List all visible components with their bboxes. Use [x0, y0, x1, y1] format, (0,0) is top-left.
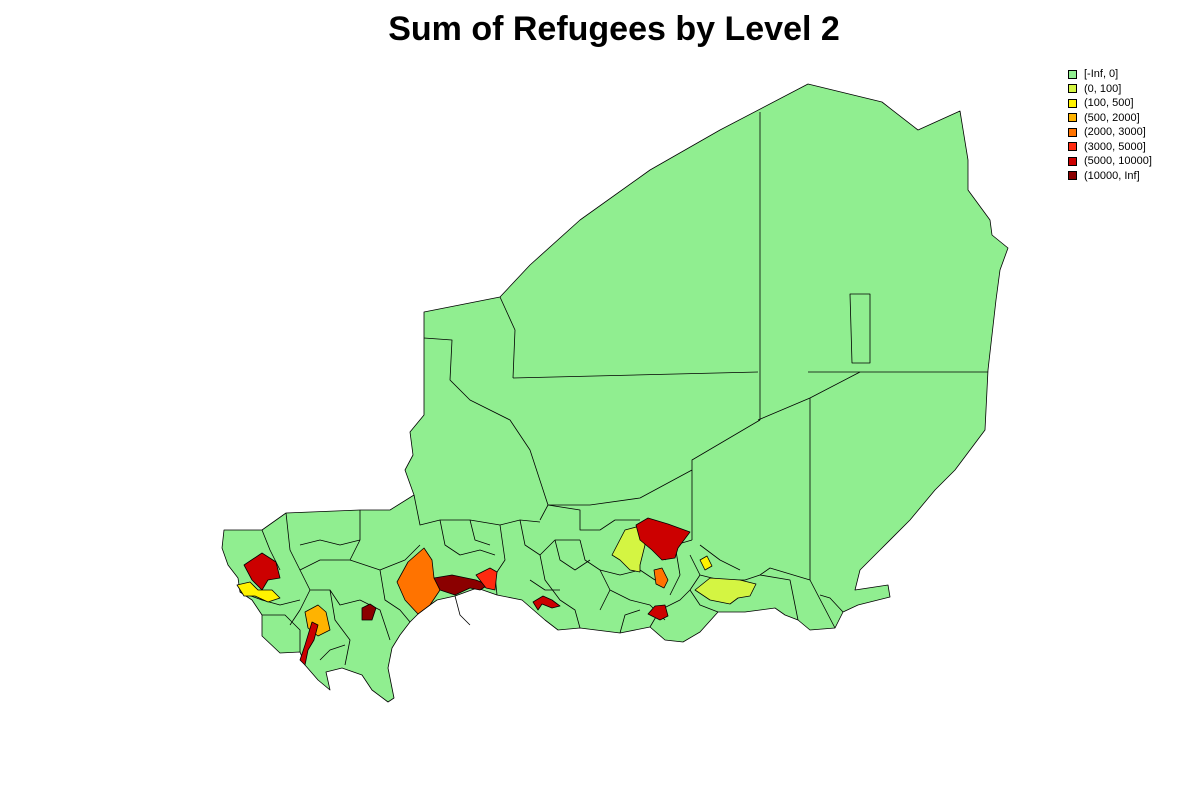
- admin-borders: [239, 112, 988, 666]
- district-5000-10000-e: [647, 604, 669, 621]
- legend-item: (100, 500]: [1068, 96, 1152, 111]
- country-outline: [221, 83, 1009, 703]
- legend-swatch: [1068, 142, 1077, 152]
- legend-item: (2000, 3000]: [1068, 125, 1152, 140]
- district-5000-10000-a: [243, 552, 281, 591]
- map-legend: [-Inf, 0] (0, 100] (100, 500] (500, 2000] (2…: [1068, 67, 1152, 183]
- district-10000-inf-b: [433, 574, 489, 596]
- legend-swatch: [1068, 84, 1077, 94]
- legend-label: (10000, Inf]: [1084, 169, 1140, 182]
- legend-swatch: [1068, 127, 1077, 137]
- legend-swatch: [1068, 113, 1077, 123]
- legend-swatch: [1068, 156, 1077, 166]
- legend-swatch: [1068, 69, 1077, 79]
- legend-swatch: [1068, 98, 1077, 108]
- legend-label: (500, 2000]: [1084, 111, 1140, 124]
- district-100-500-b: [699, 555, 713, 571]
- district-100-500-a: [236, 581, 281, 603]
- district-0-100-b: [694, 577, 757, 605]
- legend-label: (100, 500]: [1084, 97, 1134, 110]
- legend-label: [-Inf, 0]: [1084, 68, 1119, 81]
- legend-item: [-Inf, 0]: [1068, 67, 1152, 82]
- legend-label: (5000, 10000]: [1084, 155, 1152, 168]
- district-5000-10000-d: [635, 517, 691, 561]
- district-0-100-a: [611, 525, 646, 573]
- district-10000-inf-a: [361, 603, 377, 621]
- legend-swatch: [1068, 171, 1077, 181]
- district-5000-10000-c: [532, 595, 561, 611]
- district-2000-3000-b: [653, 567, 669, 589]
- legend-item: (0, 100]: [1068, 82, 1152, 97]
- district-3000-5000-a: [475, 567, 498, 591]
- legend-item: (500, 2000]: [1068, 111, 1152, 126]
- map-title: Sum of Refugees by Level 2: [388, 10, 840, 48]
- legend-item: (5000, 10000]: [1068, 154, 1152, 169]
- legend-label: (0, 100]: [1084, 82, 1122, 95]
- legend-label: (2000, 3000]: [1084, 126, 1146, 139]
- legend-label: (3000, 5000]: [1084, 140, 1146, 153]
- legend-item: (3000, 5000]: [1068, 140, 1152, 155]
- legend-item: (10000, Inf]: [1068, 169, 1152, 184]
- district-5000-10000-b: [299, 621, 319, 666]
